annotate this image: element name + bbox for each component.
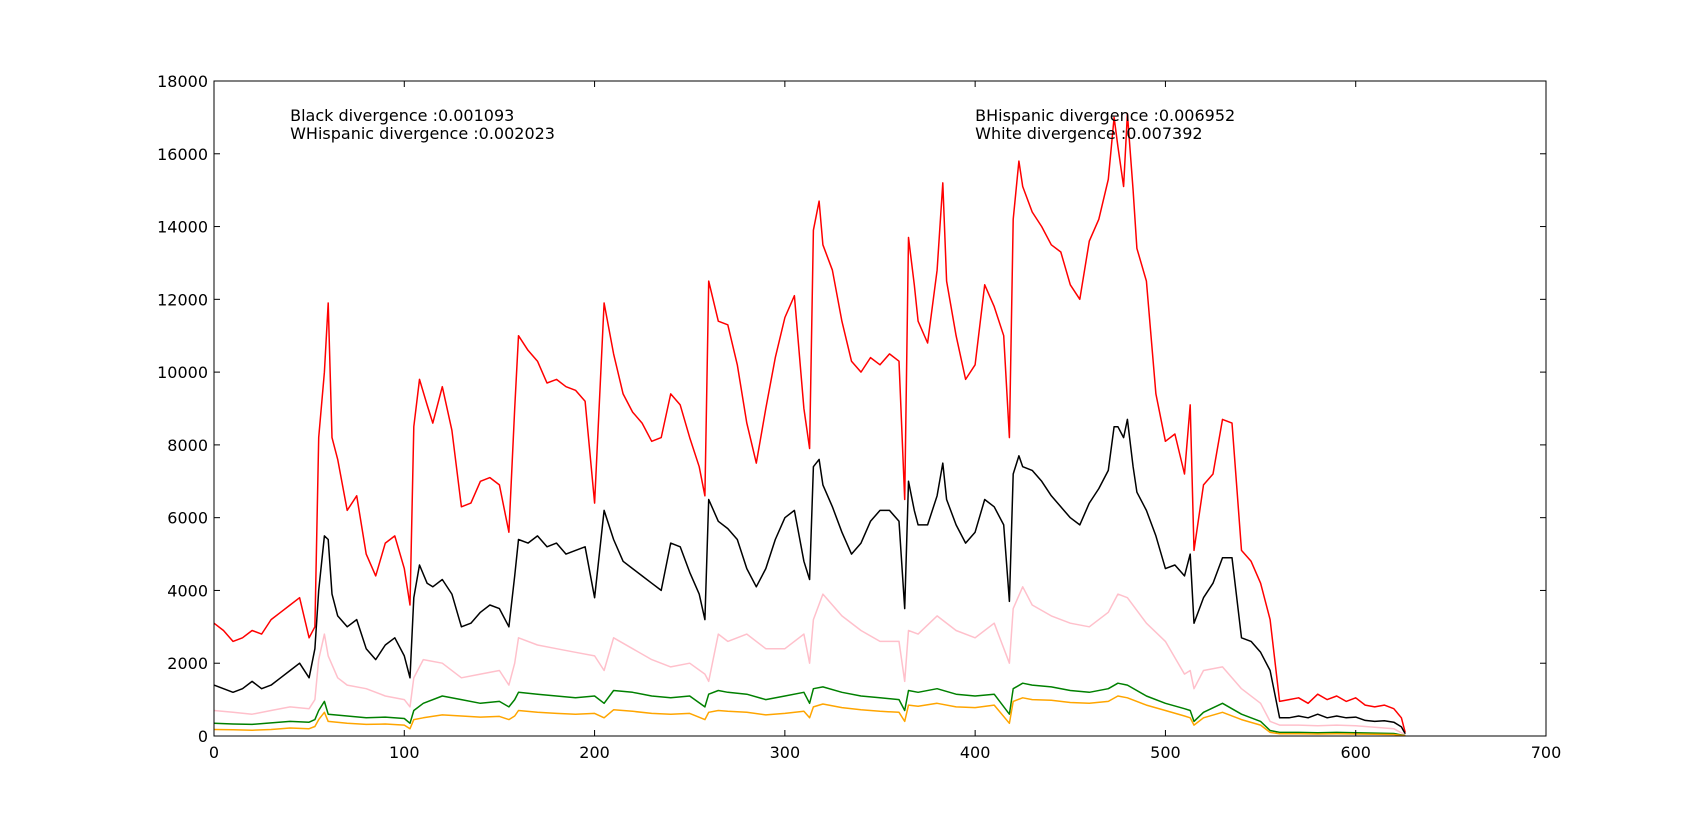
divergence-annotation-2: WHispanic divergence :0.002023 — [290, 124, 555, 143]
y-tick-label: 10000 — [157, 363, 208, 382]
y-tick-label: 8000 — [167, 436, 208, 455]
y-tick-label: 0 — [198, 727, 208, 746]
x-tick-label: 500 — [1150, 743, 1181, 762]
divergence-annotation-4: White divergence :0.007392 — [975, 124, 1202, 143]
y-tick-label: 14000 — [157, 218, 208, 237]
x-tick-label: 700 — [1531, 743, 1562, 762]
tick-layer: 0 100 200 300 400 500 600 700 0 2000 4000 6000 8000 1… — [157, 72, 1561, 762]
plot-frame — [213, 80, 1547, 737]
y-tick-label: 18000 — [157, 72, 208, 91]
series-line-3 — [213, 586, 1406, 736]
y-tick-label: 6000 — [167, 509, 208, 528]
series-line-1 — [213, 113, 1406, 733]
y-tick-label: 4000 — [167, 581, 208, 600]
x-tick-label: 600 — [1340, 743, 1371, 762]
y-tick-label: 16000 — [157, 145, 208, 164]
x-tick-label: 0 — [209, 743, 219, 762]
divergence-annotation-1: Black divergence :0.001093 — [290, 106, 514, 125]
series-layer — [213, 113, 1406, 737]
divergence-annotation-3: BHispanic divergence :0.006952 — [975, 106, 1235, 125]
x-tick-label: 400 — [960, 743, 991, 762]
x-tick-label: 100 — [389, 743, 420, 762]
series-line-5 — [213, 695, 1406, 737]
series-line-2 — [213, 418, 1406, 735]
series-line-4 — [213, 682, 1406, 737]
y-tick-label: 2000 — [167, 654, 208, 673]
x-tick-label: 300 — [770, 743, 801, 762]
x-tick-label: 200 — [579, 743, 610, 762]
y-tick-label: 12000 — [157, 290, 208, 309]
